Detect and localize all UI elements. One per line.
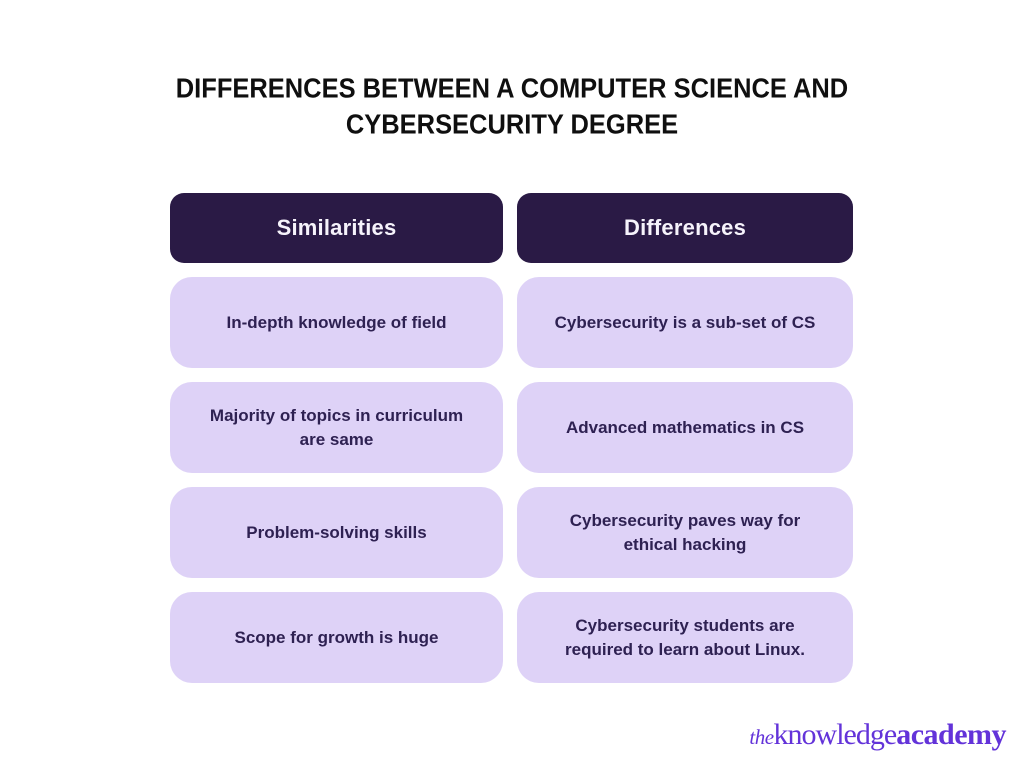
differences-cell-2: Advanced mathematics in CS [517, 382, 853, 473]
differences-cell-4: Cybersecurity students are required to l… [517, 592, 853, 683]
similarities-cell-1: In-depth knowledge of field [170, 277, 503, 368]
differences-cell-3: Cybersecurity paves way for ethical hack… [517, 487, 853, 578]
column-header-similarities: Similarities [170, 193, 503, 263]
differences-cell-1: Cybersecurity is a sub-set of CS [517, 277, 853, 368]
comparison-table: Similarities Differences In-depth knowle… [170, 193, 853, 683]
logo-academy: academy [896, 718, 1006, 751]
similarities-cell-2: Majority of topics in curriculum are sam… [170, 382, 503, 473]
page-title-line-2: CYBERSECURITY DEGREE [345, 108, 679, 140]
page-title-line-1: DIFFERENCES BETWEEN A COMPUTER SCIENCE A… [175, 72, 849, 104]
page-title: DIFFERENCES BETWEEN A COMPUTER SCIENCE A… [10, 70, 1014, 142]
similarities-cell-3: Problem-solving skills [170, 487, 503, 578]
similarities-cell-4: Scope for growth is huge [170, 592, 503, 683]
logo-the: the [749, 725, 774, 749]
logo-knowledge: knowledge [773, 718, 898, 751]
knowledge-academy-logo: theknowledgeacademy [749, 718, 1006, 752]
column-header-differences: Differences [517, 193, 853, 263]
